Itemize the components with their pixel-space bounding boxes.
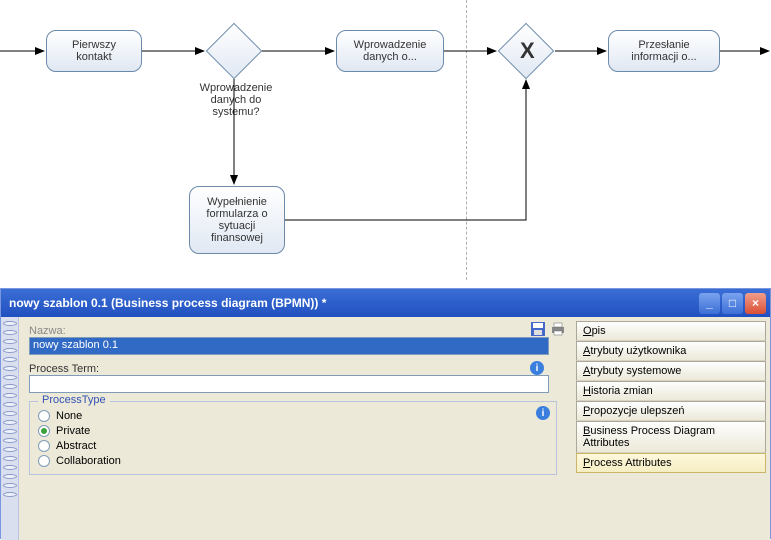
tab-atrybuty-systemowe[interactable]: Atrybuty systemowe	[576, 361, 766, 381]
task-send-info[interactable]: Przesłanie informacji o...	[608, 30, 720, 72]
radio-indicator	[38, 440, 50, 452]
tab-process-attributes[interactable]: Process Attributes	[576, 453, 766, 473]
properties-panel: nowy szablon 0.1 (Business process diagr…	[0, 288, 771, 539]
process-term-input[interactable]	[29, 375, 549, 393]
tab-historia-zmian[interactable]: Historia zmian	[576, 381, 766, 401]
tab-business-process-diagram-attributes[interactable]: Business Process Diagram Attributes	[576, 421, 766, 453]
task-data-entry[interactable]: Wprowadzenie danych o...	[336, 30, 444, 72]
lane-divider	[466, 0, 467, 280]
tab-opis[interactable]: Opis	[576, 321, 766, 341]
radio-indicator	[38, 425, 50, 437]
minimize-button[interactable]: _	[699, 293, 720, 314]
name-label: Nazwa:	[29, 325, 562, 337]
gateway-label: Wprowadzenie danych do systemu?	[186, 82, 286, 118]
task-first-contact[interactable]: Pierwszy kontakt	[46, 30, 142, 72]
process-type-group: ProcessType i NonePrivateAbstractCollabo…	[29, 401, 557, 475]
task-form-fill[interactable]: Wypełnienie formularza o sytuacji finans…	[189, 186, 285, 254]
radio-collaboration[interactable]: Collaboration	[38, 455, 548, 467]
maximize-button[interactable]: □	[722, 293, 743, 314]
radio-label: Collaboration	[56, 455, 121, 467]
gateway-merge[interactable]	[498, 23, 555, 80]
task-label: Pierwszy kontakt	[72, 39, 116, 63]
side-tabs: OpisAtrybuty użytkownikaAtrybuty systemo…	[572, 317, 770, 540]
tab-atrybuty-użytkownika[interactable]: Atrybuty użytkownika	[576, 341, 766, 361]
close-button[interactable]: ×	[745, 293, 766, 314]
radio-indicator	[38, 410, 50, 422]
radio-abstract[interactable]: Abstract	[38, 440, 548, 452]
info-icon[interactable]: i	[530, 361, 544, 375]
name-input[interactable]: nowy szablon 0.1	[29, 337, 549, 355]
task-label: Wypełnienie formularza o sytuacji finans…	[206, 196, 267, 244]
task-label: Wprowadzenie danych o...	[354, 39, 427, 63]
info-icon[interactable]: i	[536, 406, 550, 420]
process-term-label: Process Term:	[29, 363, 562, 375]
radio-none[interactable]: None	[38, 410, 548, 422]
group-title: ProcessType	[38, 394, 110, 406]
radio-label: None	[56, 410, 82, 422]
radio-indicator	[38, 455, 50, 467]
gateway-data-entry[interactable]	[206, 23, 263, 80]
radio-label: Abstract	[56, 440, 96, 452]
spiral-binding	[1, 317, 19, 540]
radio-label: Private	[56, 425, 90, 437]
panel-titlebar[interactable]: nowy szablon 0.1 (Business process diagr…	[1, 289, 770, 317]
bpmn-diagram: Pierwszy kontakt Wprowadzenie danych do …	[0, 0, 771, 280]
form-area: Nazwa: nowy szablon 0.1 Process Term: i …	[19, 317, 572, 540]
tab-propozycje-ulepszeń[interactable]: Propozycje ulepszeń	[576, 401, 766, 421]
panel-title: nowy szablon 0.1 (Business process diagr…	[9, 296, 326, 310]
task-label: Przesłanie informacji o...	[631, 39, 696, 63]
radio-private[interactable]: Private	[38, 425, 548, 437]
